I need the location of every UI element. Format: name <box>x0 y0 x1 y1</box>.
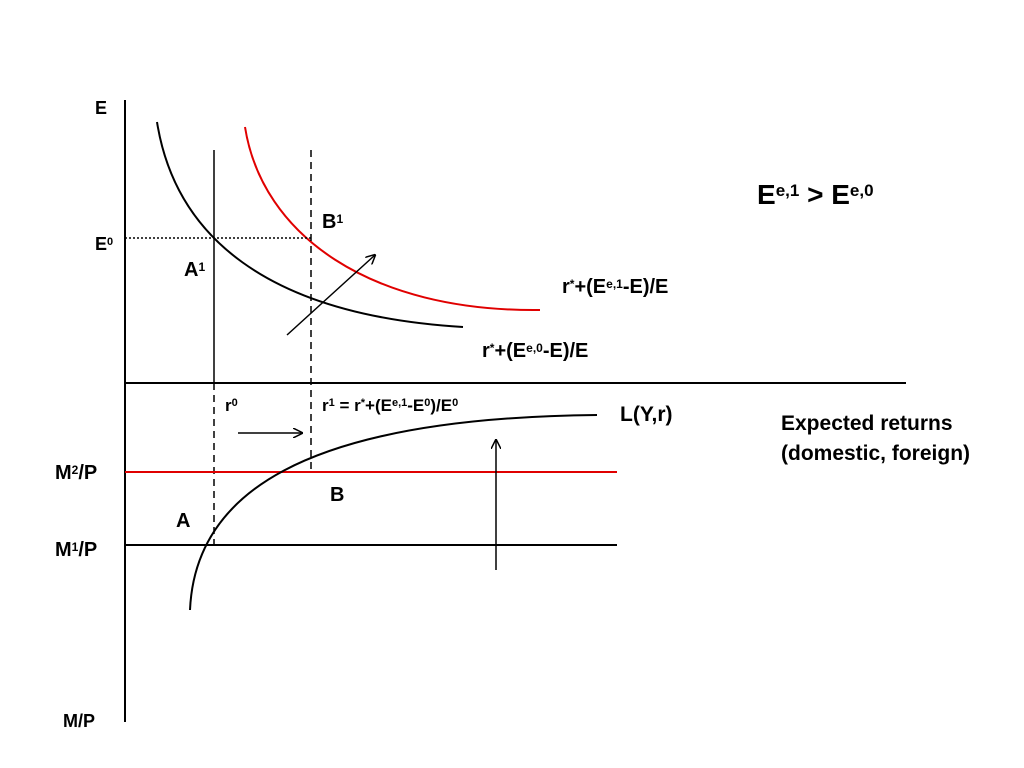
label-foreign-new: r*+(Ee,1-E)/E <box>562 276 668 298</box>
text-part: = r <box>335 396 361 415</box>
superscript: 0 <box>107 236 113 248</box>
label-returns-line1: Expected returns <box>781 412 953 435</box>
text-part: E <box>95 234 107 254</box>
superscript: e,1 <box>606 277 623 291</box>
label-a1: A1 <box>184 259 205 281</box>
label-m2p: M2/P <box>55 462 97 484</box>
label-e0: E0 <box>95 234 113 254</box>
superscript: * <box>361 397 366 409</box>
text-part: B <box>330 484 344 506</box>
superscript: 1 <box>72 540 79 554</box>
text-part: E <box>757 179 776 210</box>
text-part: /P <box>78 539 97 561</box>
superscript: e,0 <box>850 181 874 200</box>
label-b: B <box>330 484 344 506</box>
text-part: M/P <box>63 711 95 731</box>
label-a: A <box>176 510 190 532</box>
text-part: A <box>176 510 190 532</box>
shift-arrow <box>286 255 375 336</box>
text-part: +(E <box>365 396 392 415</box>
text-part: -E)/E <box>543 340 589 362</box>
text-part: r <box>562 276 570 298</box>
text-part: -E <box>407 396 424 415</box>
text-part: )/E <box>430 396 452 415</box>
superscript: 0 <box>452 397 458 409</box>
text-part: M <box>55 462 72 484</box>
superscript: * <box>490 341 495 355</box>
domestic-old-curve <box>156 121 464 328</box>
text-part: +(E <box>574 276 606 298</box>
superscript: e,1 <box>776 181 800 200</box>
money-demand-curve <box>189 414 598 611</box>
foreign-new-curve <box>244 126 541 312</box>
text-part: B <box>322 211 336 233</box>
label-foreign-old: r*+(Ee,0-E)/E <box>482 340 588 362</box>
shapes <box>124 100 906 722</box>
text-part: Expected returns <box>781 412 953 435</box>
superscript: 0 <box>232 397 238 409</box>
superscript: 0 <box>424 397 430 409</box>
label-m1p: M1/P <box>55 539 97 561</box>
label-expectation: Ee,1 > Ee,0 <box>757 179 874 210</box>
text-part: E <box>95 98 107 118</box>
text-part: A <box>184 259 198 281</box>
label-money-demand: L(Y,r) <box>620 403 673 426</box>
text-part: -E)/E <box>623 276 669 298</box>
label-returns-line2: (domestic, foreign) <box>781 442 970 465</box>
label-r0: r0 <box>225 396 238 415</box>
superscript: 1 <box>329 397 335 409</box>
superscript: 1 <box>336 212 343 226</box>
superscript: 1 <box>198 260 205 274</box>
text-part: > E <box>799 179 850 210</box>
label-b1: B1 <box>322 211 343 233</box>
label-e-axis: E <box>95 98 107 118</box>
text-part: L(Y,r) <box>620 403 673 426</box>
superscript: e,0 <box>526 341 543 355</box>
text-part: (domestic, foreign) <box>781 442 970 465</box>
label-r1: r1 = r*+(Ee,1-E0)/E0 <box>322 396 458 415</box>
text-part: r <box>482 340 490 362</box>
text-part: r <box>322 396 329 415</box>
text-part: +(E <box>494 340 526 362</box>
text-part: M <box>55 539 72 561</box>
text-part: r <box>225 396 232 415</box>
label-mp-axis: M/P <box>63 711 95 731</box>
superscript: * <box>570 277 575 291</box>
superscript: e,1 <box>392 397 407 409</box>
text-part: /P <box>78 462 97 484</box>
superscript: 2 <box>72 463 79 477</box>
